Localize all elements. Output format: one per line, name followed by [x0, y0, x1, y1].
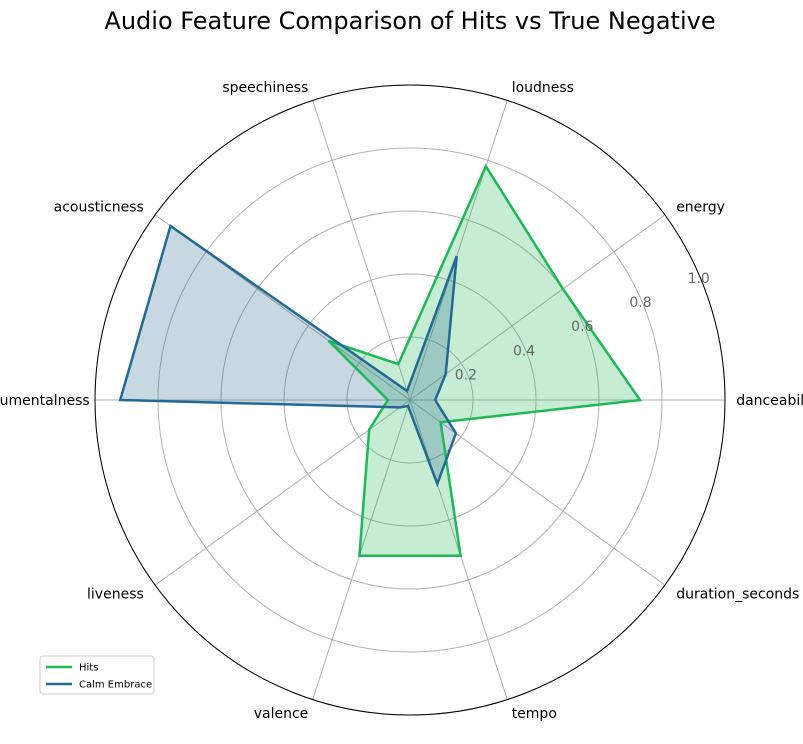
axis-label-acousticness: acousticness: [54, 200, 144, 216]
grid-spoke: [154, 399, 411, 586]
tick-label: 0.6: [571, 319, 593, 335]
axis-label-tempo: tempo: [512, 706, 557, 722]
tick-label: 1.0: [688, 271, 710, 287]
axis-label-instrumentalness: instrumentalness: [0, 393, 90, 409]
grid-spoke: [409, 100, 508, 401]
axis-label-danceability: danceability: [736, 393, 803, 409]
grid-spoke: [409, 214, 666, 401]
axis-label-duration_seconds: duration_seconds: [676, 586, 799, 602]
legend-label: Hits: [79, 663, 98, 674]
grid-spoke: [409, 399, 666, 586]
axis-label-energy: energy: [676, 200, 725, 216]
tick-label: 0.8: [629, 295, 651, 311]
series-area-1: [120, 226, 457, 484]
radar-series: [118, 163, 643, 558]
axis-label-loudness: loudness: [512, 80, 574, 96]
tick-label: 0.4: [513, 343, 535, 359]
tick-label: 0.2: [455, 367, 477, 383]
polar-frame: [94, 84, 726, 716]
axis-label-valence: valence: [254, 706, 309, 722]
legend: Hits Calm Embrace: [39, 655, 155, 695]
radial-tick-labels: 0.2 0.4 0.6 0.8 1.0: [455, 271, 710, 384]
grid-spoke: [312, 100, 411, 401]
legend-label: Calm Embrace: [79, 680, 152, 691]
axis-label-liveness: liveness: [87, 586, 144, 602]
series-area-0: [328, 166, 640, 556]
grid-spoke: [312, 399, 411, 700]
axis-label-speechiness: speechiness: [222, 80, 308, 96]
axis-labels: danceability energy loudness speechiness aco…: [0, 80, 803, 722]
chart-title: Audio Feature Comparison of Hits vs True…: [104, 7, 715, 35]
